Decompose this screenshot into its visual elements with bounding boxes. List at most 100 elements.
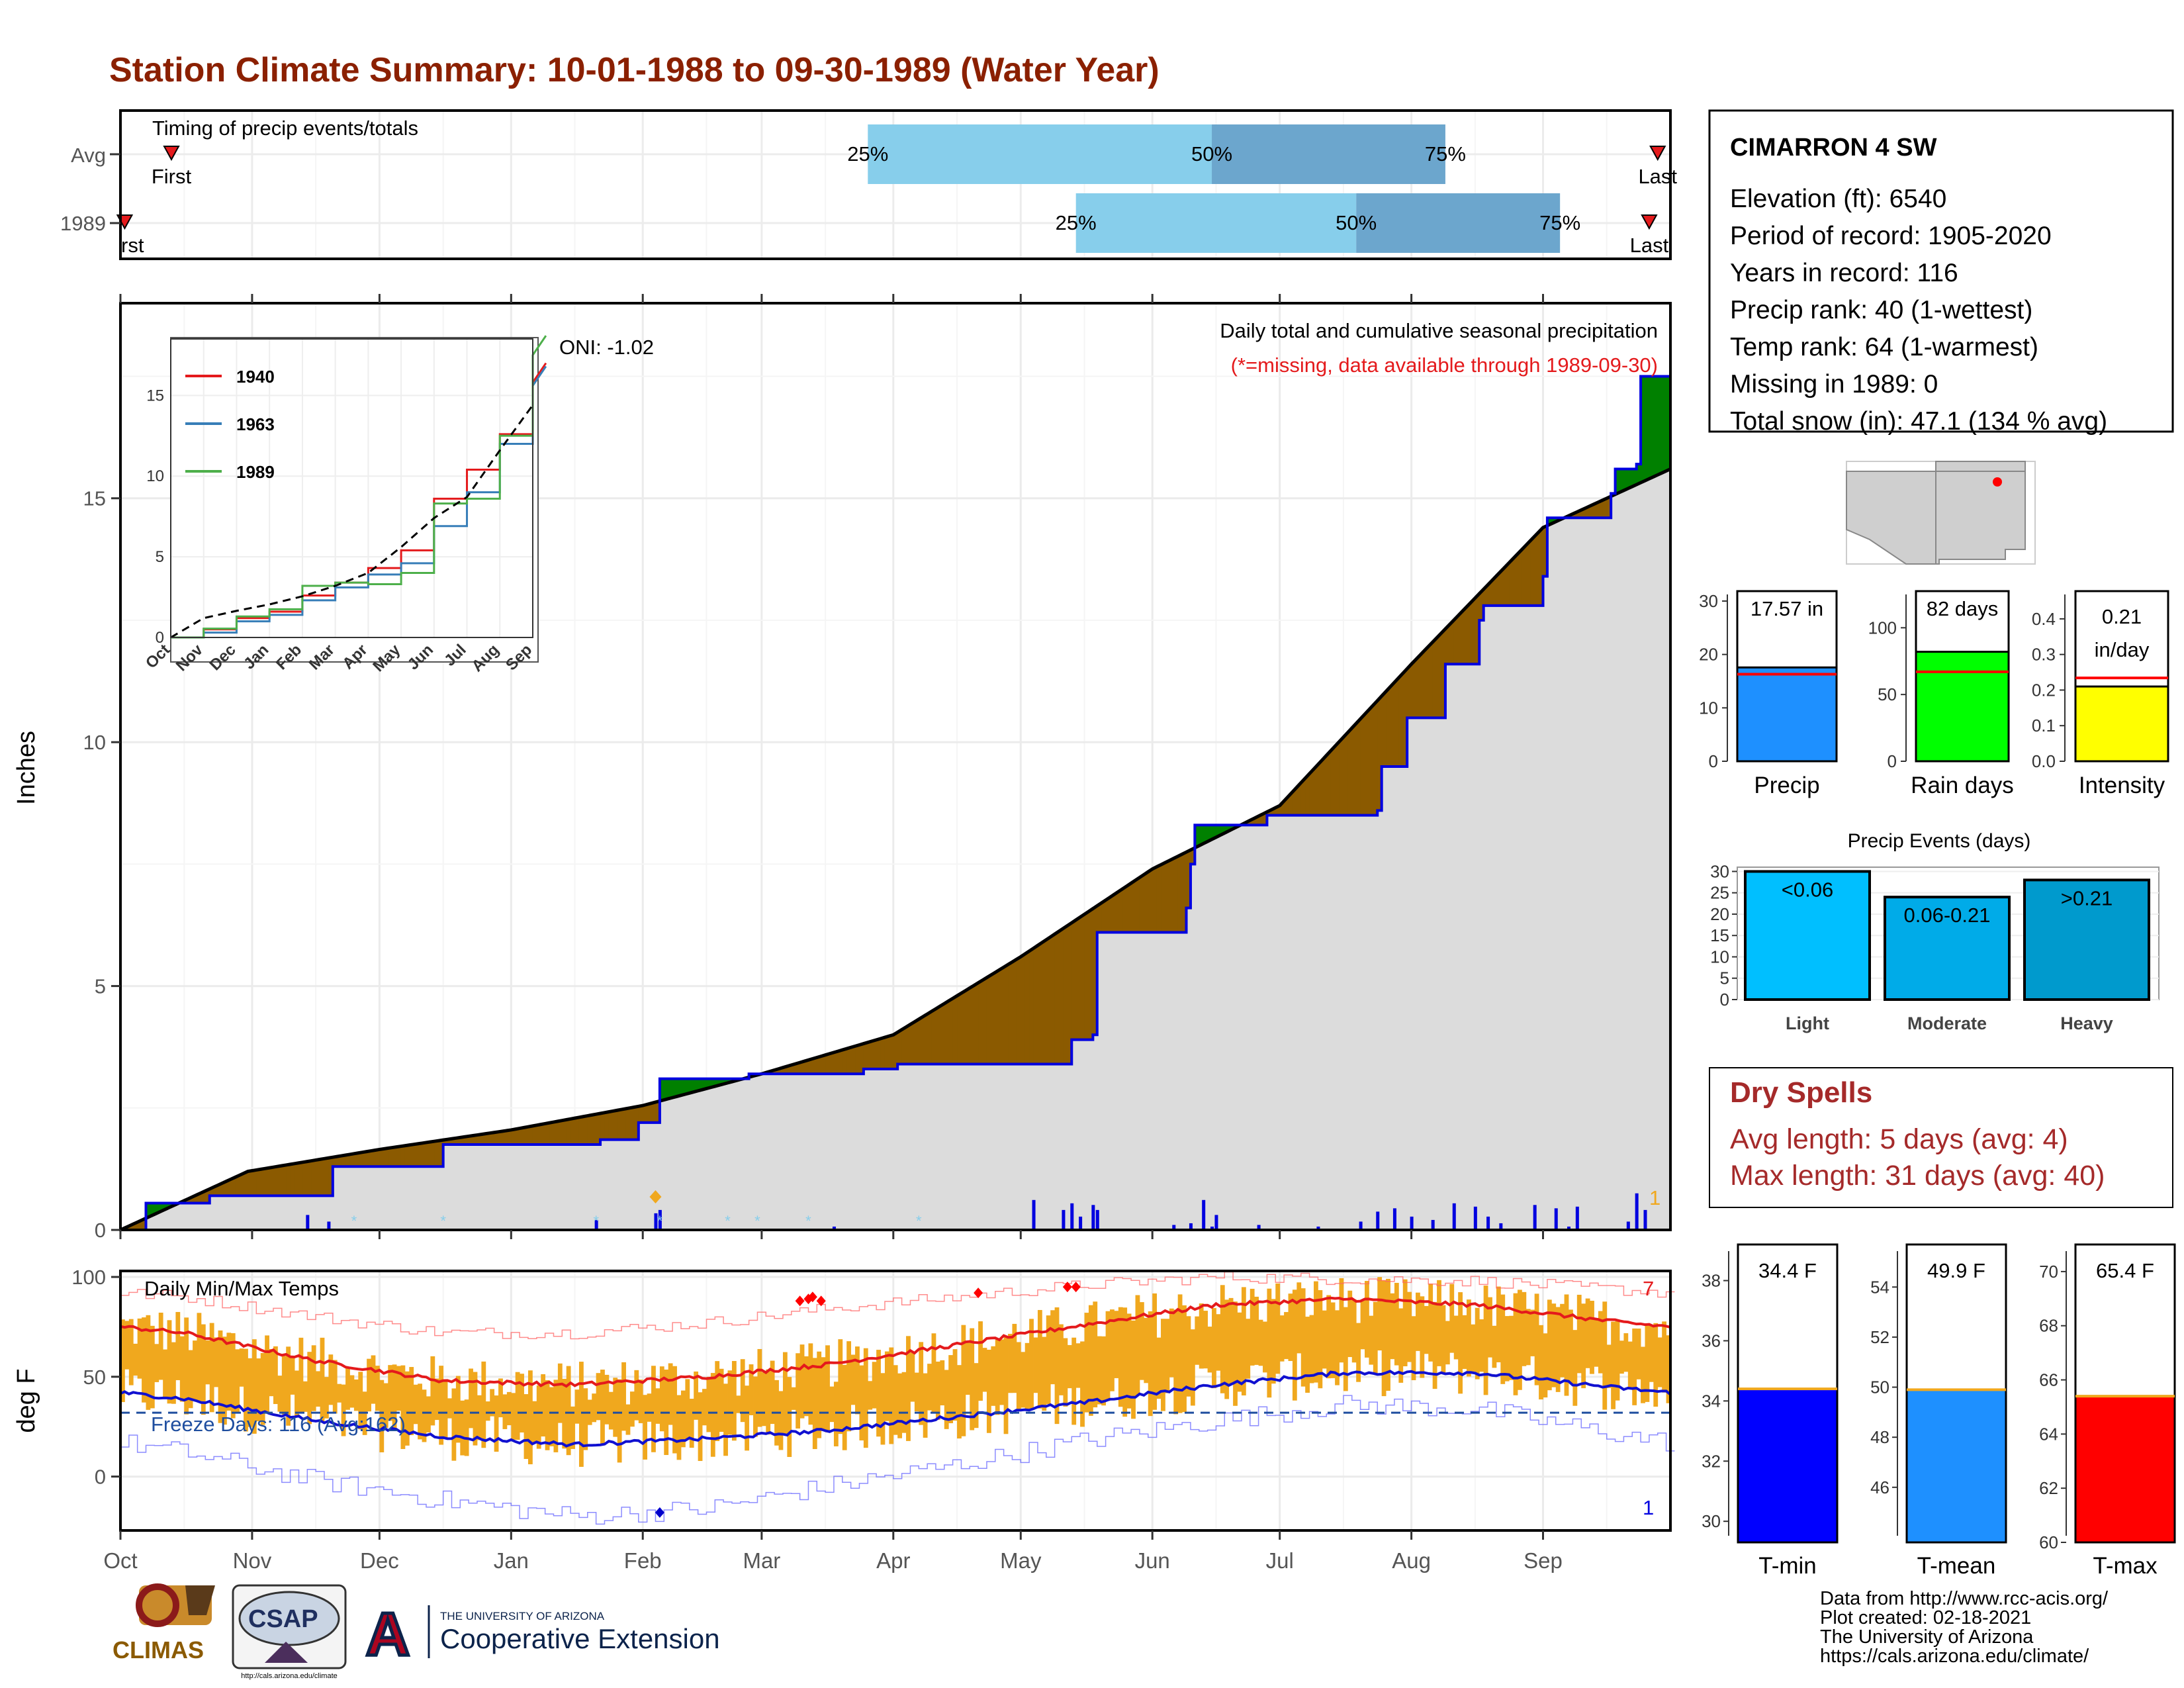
daily-temp-range-bar <box>1424 1305 1429 1354</box>
daily-temp-range-bar <box>324 1377 329 1419</box>
dry-spells-avg: Avg length: 5 days (avg: 4) <box>1730 1123 2068 1155</box>
csap-mountain <box>265 1642 308 1663</box>
daily-temp-range-bar <box>808 1343 813 1425</box>
daily-precip-bar <box>1032 1199 1036 1230</box>
below-average-fill <box>133 1223 138 1230</box>
below-average-fill <box>1173 857 1179 933</box>
daily-temp-range-bar <box>821 1357 826 1431</box>
precip-ytick-label: 5 <box>95 975 106 998</box>
below-average-fill <box>1488 583 1493 606</box>
below-average-fill <box>485 1133 490 1145</box>
above-average-fill <box>1547 518 1552 525</box>
below-average-fill <box>1530 538 1535 606</box>
below-average-fill <box>842 1049 847 1074</box>
below-average-fill <box>808 1059 813 1074</box>
above-average-fill <box>158 1203 163 1211</box>
below-average-fill <box>970 986 975 1064</box>
daily-precip-bar <box>1359 1221 1363 1230</box>
below-average-fill <box>320 1158 325 1196</box>
daily-temp-range-bar <box>629 1391 635 1427</box>
temp-summary-label-T-min: T-min <box>1758 1553 1817 1579</box>
daily-temp-range-bar <box>1330 1302 1336 1378</box>
below-average-fill <box>1492 578 1497 606</box>
above-average-fill <box>154 1203 159 1213</box>
daily-temp-range-bar <box>680 1390 686 1448</box>
below-average-fill <box>897 1031 903 1064</box>
snow-marker: * <box>805 1213 811 1229</box>
below-average-fill <box>833 1051 839 1074</box>
temp-ytick-label: 50 <box>83 1366 106 1389</box>
below-average-fill <box>1496 573 1501 606</box>
daily-precip-bar <box>654 1213 658 1230</box>
daily-temp-range-bar <box>863 1348 868 1448</box>
daily-temp-range-bar <box>974 1363 979 1429</box>
below-average-fill <box>345 1154 351 1167</box>
daily-temp-range-bar <box>473 1372 478 1446</box>
daily-temp-range-bar <box>578 1362 584 1467</box>
temp-summary-value-T-min: 34.4 F <box>1758 1259 1817 1282</box>
below-average-fill <box>1504 565 1510 606</box>
below-average-fill <box>1008 963 1013 1064</box>
below-average-fill <box>269 1167 274 1196</box>
precip-missing-note: (*=missing, data available through 1989-… <box>1231 353 1658 377</box>
daily-temp-range-bar <box>1351 1299 1357 1363</box>
below-average-fill <box>214 1186 219 1196</box>
daily-temp-range-bar <box>672 1366 677 1454</box>
daily-temp-range-bar <box>961 1325 966 1436</box>
daily-temp-range-bar <box>1165 1319 1170 1393</box>
inset-line-1989 <box>171 335 547 639</box>
daily-temp-range-bar <box>1402 1279 1408 1366</box>
summary-bar-Rain days <box>1915 651 2010 763</box>
below-average-fill <box>1101 901 1107 933</box>
daily-temp-range-bar <box>986 1349 991 1433</box>
above-average-fill <box>1653 376 1659 476</box>
daily-temp-range-bar <box>957 1365 962 1439</box>
daily-temp-range-bar <box>770 1360 775 1425</box>
daily-temp-range-bar <box>1241 1287 1246 1396</box>
month-label-Oct: Oct <box>103 1548 137 1573</box>
inset-ytick-label: 5 <box>156 548 164 566</box>
below-average-fill <box>914 1020 919 1064</box>
daily-temp-range-bar <box>1114 1311 1119 1378</box>
daily-temp-range-bar <box>1033 1337 1038 1393</box>
daily-temp-range-bar <box>277 1376 283 1412</box>
daily-temp-range-bar <box>1632 1328 1637 1405</box>
below-average-fill <box>863 1043 868 1069</box>
daily-temp-range-bar <box>506 1391 512 1426</box>
daily-temp-range-bar <box>833 1382 839 1446</box>
below-average-fill <box>515 1129 520 1145</box>
below-average-fill <box>570 1118 576 1145</box>
daily-temp-range-bar <box>337 1383 342 1403</box>
temp-panel-border <box>119 1270 1672 1532</box>
daily-precip-bar <box>1316 1226 1320 1230</box>
daily-temp-range-bar <box>1144 1317 1149 1383</box>
below-average-fill <box>596 1113 601 1145</box>
summary-tick-label: 50 <box>1878 684 1897 704</box>
daily-temp-range-bar <box>782 1352 788 1434</box>
daily-temp-range-bar <box>193 1340 197 1400</box>
below-average-fill <box>1263 813 1268 825</box>
below-average-fill <box>197 1194 202 1203</box>
snow-marker: * <box>725 1213 731 1229</box>
below-average-fill <box>1416 657 1421 718</box>
daily-temp-range-bar <box>812 1358 817 1450</box>
daily-precip-bar <box>1452 1203 1456 1230</box>
below-average-fill <box>464 1136 469 1145</box>
daily-temp-range-bar <box>1428 1284 1433 1362</box>
below-average-fill <box>1122 887 1128 933</box>
below-average-fill <box>1335 743 1340 816</box>
below-average-fill <box>447 1139 453 1145</box>
below-average-fill <box>239 1174 244 1196</box>
locator-map <box>1846 461 2036 565</box>
below-average-fill <box>965 989 970 1064</box>
daily-temp-range-bar <box>120 1319 125 1403</box>
below-average-fill <box>999 968 1005 1064</box>
below-average-fill <box>358 1152 363 1167</box>
below-average-fill <box>1462 609 1467 665</box>
snow-marker: * <box>754 1213 760 1229</box>
daily-temp-range-bar <box>880 1373 886 1445</box>
above-average-fill <box>1641 376 1646 482</box>
daily-temp-range-bar <box>418 1383 422 1440</box>
summary-tick-label: 30 <box>1699 591 1718 611</box>
